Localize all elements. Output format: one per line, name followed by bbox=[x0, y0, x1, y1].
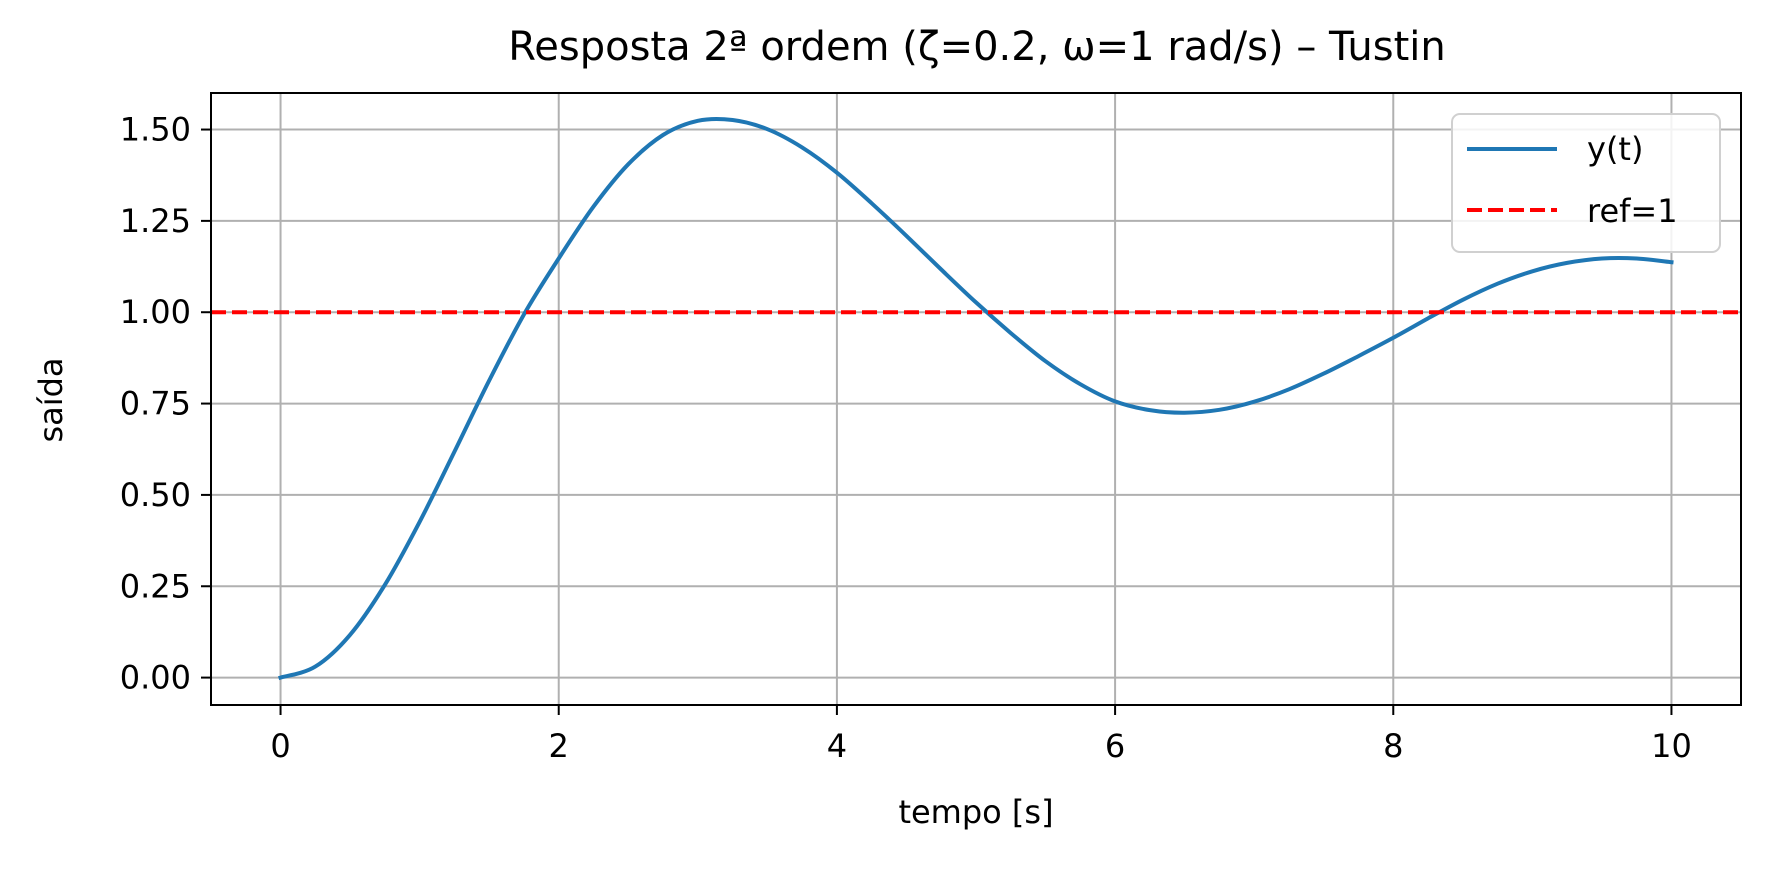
y-axis-label: saída bbox=[32, 357, 70, 442]
legend-label-ref: ref=1 bbox=[1587, 192, 1678, 230]
y-tick-label: 0.50 bbox=[120, 476, 191, 514]
series-layer bbox=[211, 116, 1741, 681]
y-tick-label: 0.25 bbox=[120, 567, 191, 605]
y-tick-label: 1.25 bbox=[120, 202, 191, 240]
x-axis-label: tempo [s] bbox=[898, 793, 1053, 831]
x-tick-label: 6 bbox=[1105, 727, 1125, 765]
plot-frame bbox=[210, 92, 1742, 706]
y-tick-label: 0.75 bbox=[120, 385, 191, 423]
x-tick-label: 10 bbox=[1651, 727, 1692, 765]
y-tick-label: 0.00 bbox=[120, 659, 191, 697]
legend-label-y: y(t) bbox=[1587, 130, 1643, 168]
x-axis: 0 2 4 6 8 10 bbox=[270, 705, 1692, 765]
x-tick-label: 8 bbox=[1383, 727, 1403, 765]
series-line-y bbox=[277, 116, 1674, 681]
legend: y(t) ref=1 bbox=[1451, 113, 1721, 253]
y-tick-label: 1.00 bbox=[120, 293, 191, 331]
y-tick-label: 1.50 bbox=[120, 111, 191, 149]
chart-title: Resposta 2ª ordem (ζ=0.2, ω=1 rad/s) – T… bbox=[508, 24, 1445, 70]
y-axis: 0.00 0.25 0.50 0.75 1.00 1.25 1.50 bbox=[120, 111, 211, 697]
x-tick-label: 2 bbox=[549, 727, 569, 765]
x-tick-label: 0 bbox=[270, 727, 290, 765]
legend-box bbox=[1451, 113, 1721, 253]
x-tick-label: 4 bbox=[827, 727, 847, 765]
